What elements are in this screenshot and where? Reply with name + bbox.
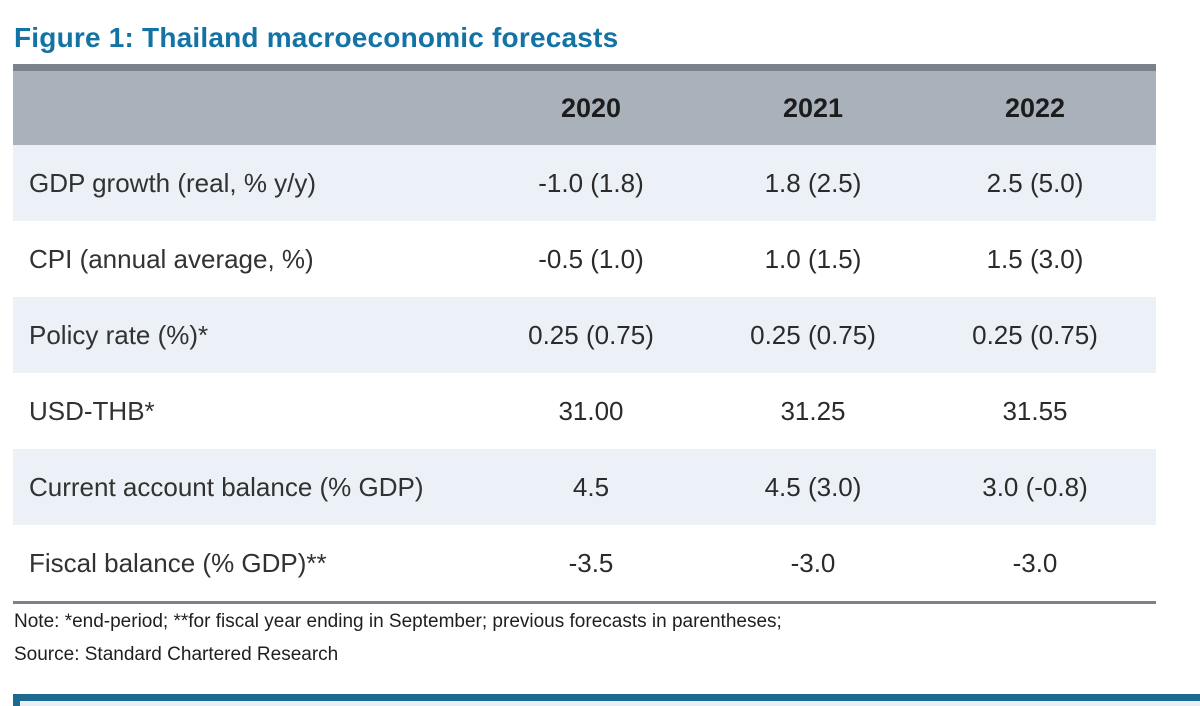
table-row-current-account: Current account balance (% GDP) 4.5 4.5 … <box>13 449 1156 525</box>
cell-value: 1.8 (2.5) <box>764 167 862 198</box>
table-source: Source: Standard Chartered Research <box>14 644 339 665</box>
column-header-2022: 2022 <box>1004 92 1066 123</box>
row-label: GDP growth (real, % y/y) <box>29 167 317 198</box>
cell-value: -3.0 <box>1012 547 1058 578</box>
cell-value: 1.5 (3.0) <box>986 243 1084 274</box>
table-row-policy-rate: Policy rate (%)* 0.25 (0.75) 0.25 (0.75)… <box>13 297 1156 373</box>
row-label: Current account balance (% GDP) <box>29 471 424 502</box>
table-note: Note: *end-period; **for fiscal year end… <box>14 611 782 632</box>
table-top-strip <box>13 64 1156 71</box>
table-row-fiscal-balance: Fiscal balance (% GDP)** -3.5 -3.0 -3.0 <box>13 525 1156 601</box>
forecast-table: 2020 2021 2022 GDP growth (real, % y/y) … <box>13 64 1156 604</box>
figure-title: Figure 1: Thailand macroeconomic forecas… <box>14 22 619 53</box>
table-row-usd-thb: USD-THB* 31.00 31.25 31.55 <box>13 373 1156 449</box>
cell-value: -0.5 (1.0) <box>538 243 644 274</box>
cell-value: 31.00 <box>558 395 624 426</box>
cell-value: 31.55 <box>1002 395 1068 426</box>
next-figure-top-edge <box>13 694 1200 706</box>
cell-value: -3.5 <box>568 547 614 578</box>
cell-value: 1.0 (1.5) <box>764 243 862 274</box>
table-bottom-border <box>13 601 1156 604</box>
row-label: CPI (annual average, %) <box>29 243 314 274</box>
row-label: USD-THB* <box>29 395 155 426</box>
cell-value: 2.5 (5.0) <box>986 167 1084 198</box>
row-label: Fiscal balance (% GDP)** <box>29 547 327 578</box>
cell-value: 0.25 (0.75) <box>972 319 1098 350</box>
cell-value: 3.0 (-0.8) <box>982 471 1088 502</box>
row-label: Policy rate (%)* <box>29 319 209 350</box>
column-header-2021: 2021 <box>782 92 844 123</box>
cell-value: 4.5 <box>572 471 610 502</box>
cell-value: -1.0 (1.8) <box>538 167 644 198</box>
column-header-2020: 2020 <box>560 92 622 123</box>
table-row-cpi: CPI (annual average, %) -0.5 (1.0) 1.0 (… <box>13 221 1156 297</box>
cell-value: -3.0 <box>790 547 836 578</box>
cell-value: 31.25 <box>780 395 846 426</box>
cell-value: 0.25 (0.75) <box>750 319 876 350</box>
table-row-gdp-growth: GDP growth (real, % y/y) -1.0 (1.8) 1.8 … <box>13 145 1156 221</box>
table-header-row: 2020 2021 2022 <box>13 71 1156 145</box>
cell-value: 4.5 (3.0) <box>764 471 862 502</box>
cell-value: 0.25 (0.75) <box>528 319 654 350</box>
